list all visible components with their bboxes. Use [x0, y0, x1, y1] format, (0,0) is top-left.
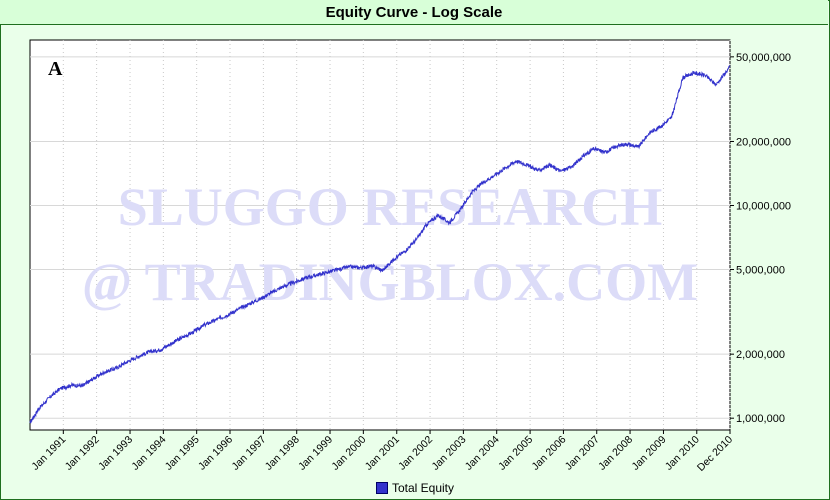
grid-lines — [30, 40, 731, 430]
y-axis: 1,000,000 2,000,000 5,000,000 10,000,000 20,… — [730, 52, 791, 425]
x-tick-label: Jan 2006 — [529, 434, 568, 473]
x-tick-label: Jan 2007 — [563, 434, 602, 473]
x-tick-label: Jan 1995 — [163, 434, 202, 473]
x-tick-label: Jan 2000 — [329, 434, 368, 473]
x-tick-label: Dec 2010 — [695, 434, 735, 474]
x-tick-label: Jan 1998 — [263, 434, 302, 473]
y-tick-label: 50,000,000 — [736, 52, 791, 64]
legend-swatch-total-equity — [375, 482, 388, 494]
watermark-line: SLUGGO RESEARCH — [118, 177, 663, 237]
series-group — [29, 65, 731, 424]
x-tick-label: Jan 2005 — [496, 434, 535, 473]
chart-title-bar: Equity Curve - Log Scale — [0, 0, 828, 25]
legend-label-total-equity: Total Equity — [391, 481, 455, 495]
x-tick-label: Jan 2001 — [363, 434, 402, 473]
watermark-line: @ TRADINGBLOX.COM — [82, 252, 698, 312]
x-tick-label: Jan 2008 — [596, 434, 635, 473]
x-tick-label: Jan 1994 — [129, 434, 168, 473]
x-tick-label: Jan 1991 — [29, 434, 68, 473]
x-tick-label: Jan 2004 — [463, 434, 502, 473]
x-tick-label: Jan 1997 — [229, 434, 268, 473]
y-tick-label: 10,000,000 — [736, 201, 791, 213]
x-tick-label: Jan 2003 — [429, 434, 468, 473]
y-tick-label: 5,000,000 — [736, 265, 785, 277]
panel-label: A — [48, 58, 63, 80]
x-tick-label: Jan 2009 — [630, 434, 669, 473]
y-tick-label: 20,000,000 — [736, 136, 791, 148]
y-tick-label: 2,000,000 — [736, 349, 785, 361]
x-tick-label: Jan 1996 — [196, 434, 235, 473]
x-tick-label: Jan 1992 — [63, 434, 102, 473]
series-line-total-equity — [29, 65, 731, 424]
chart-title: Equity Curve - Log Scale — [325, 3, 503, 21]
x-tick-label: Jan 1993 — [96, 434, 135, 473]
plot-area — [29, 39, 731, 431]
y-tick-label: 1,000,000 — [736, 413, 785, 425]
x-tick-label: Jan 1999 — [296, 434, 335, 473]
x-tick-label: Jan 2002 — [396, 434, 435, 473]
legend: Total Equity — [0, 478, 830, 498]
watermark: SLUGGO RESEARCH @ TRADINGBLOX.COM — [82, 177, 698, 312]
